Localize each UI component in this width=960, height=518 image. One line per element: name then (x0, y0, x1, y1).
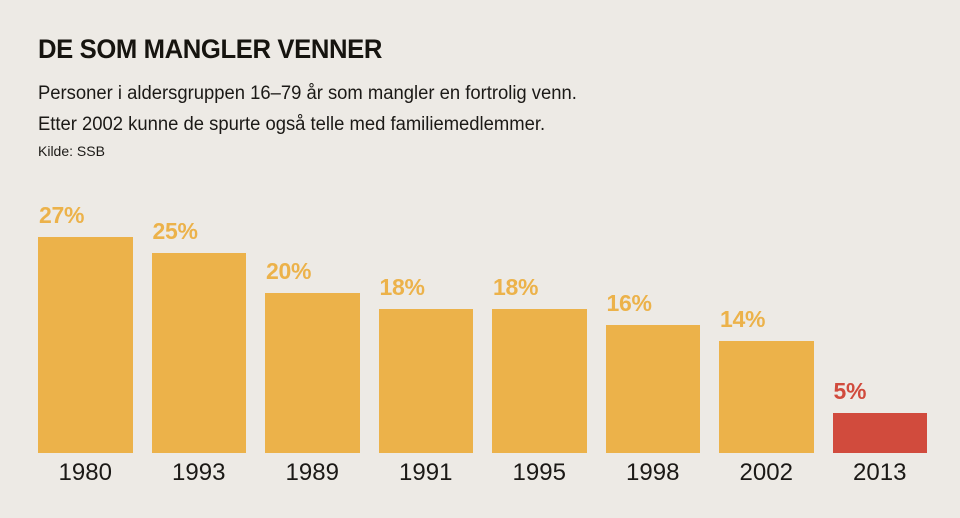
x-axis-tick-label: 2013 (853, 459, 907, 486)
bar-column: 18% (378, 274, 473, 453)
bar (719, 341, 814, 453)
x-axis-tick-label: 1991 (399, 459, 453, 486)
bars-row: 27% 25% 20% 18% 18% 16% 14% 5% (38, 0, 927, 453)
bar-value-label: 25% (152, 218, 198, 244)
bar (151, 253, 246, 453)
bar (832, 413, 927, 453)
bar-value-label: 16% (606, 290, 652, 316)
bar-column: 14% (719, 306, 814, 453)
x-axis-tick-label: 2002 (739, 459, 793, 486)
chart-source: Kilde: SSB (38, 143, 105, 159)
x-axis-tick-label: 1980 (58, 459, 112, 486)
bar-value-label: 14% (720, 306, 766, 332)
chart-header: DE SOM MANGLER VENNER Personer i aldersg… (38, 34, 594, 159)
x-axis-tick-label: 1989 (285, 459, 339, 486)
bar-value-label: 27% (39, 202, 85, 228)
bar (38, 237, 133, 453)
bar-column: 25% (151, 218, 246, 453)
bar (492, 309, 587, 453)
bar-column: 27% (38, 202, 133, 453)
bar-value-label: 20% (266, 258, 312, 284)
chart-subtitle-line1: Personer i aldersgruppen 16–79 år som ma… (38, 83, 577, 104)
chart-subtitle-line2: Etter 2002 kunne de spurte også telle me… (38, 114, 546, 135)
x-axis-tick-label: 1995 (512, 459, 566, 486)
bar-value-label: 18% (493, 274, 539, 300)
x-axis-labels: 1980 1993 1989 1991 1995 1998 2002 2013 (38, 453, 927, 487)
bar-column: 18% (492, 274, 587, 453)
x-axis-tick-label: 1998 (626, 459, 680, 486)
bar (605, 325, 700, 453)
bar-value-label: 5% (833, 378, 867, 404)
chart-title: DE SOM MANGLER VENNER (38, 34, 383, 64)
bar-column: 20% (265, 258, 360, 453)
bar (265, 293, 360, 453)
bar-column: 5% (832, 378, 927, 453)
bar-column: 16% (605, 290, 700, 453)
bar (378, 309, 473, 453)
bar-value-label: 18% (379, 274, 425, 300)
x-axis-tick-label: 1993 (172, 459, 226, 486)
